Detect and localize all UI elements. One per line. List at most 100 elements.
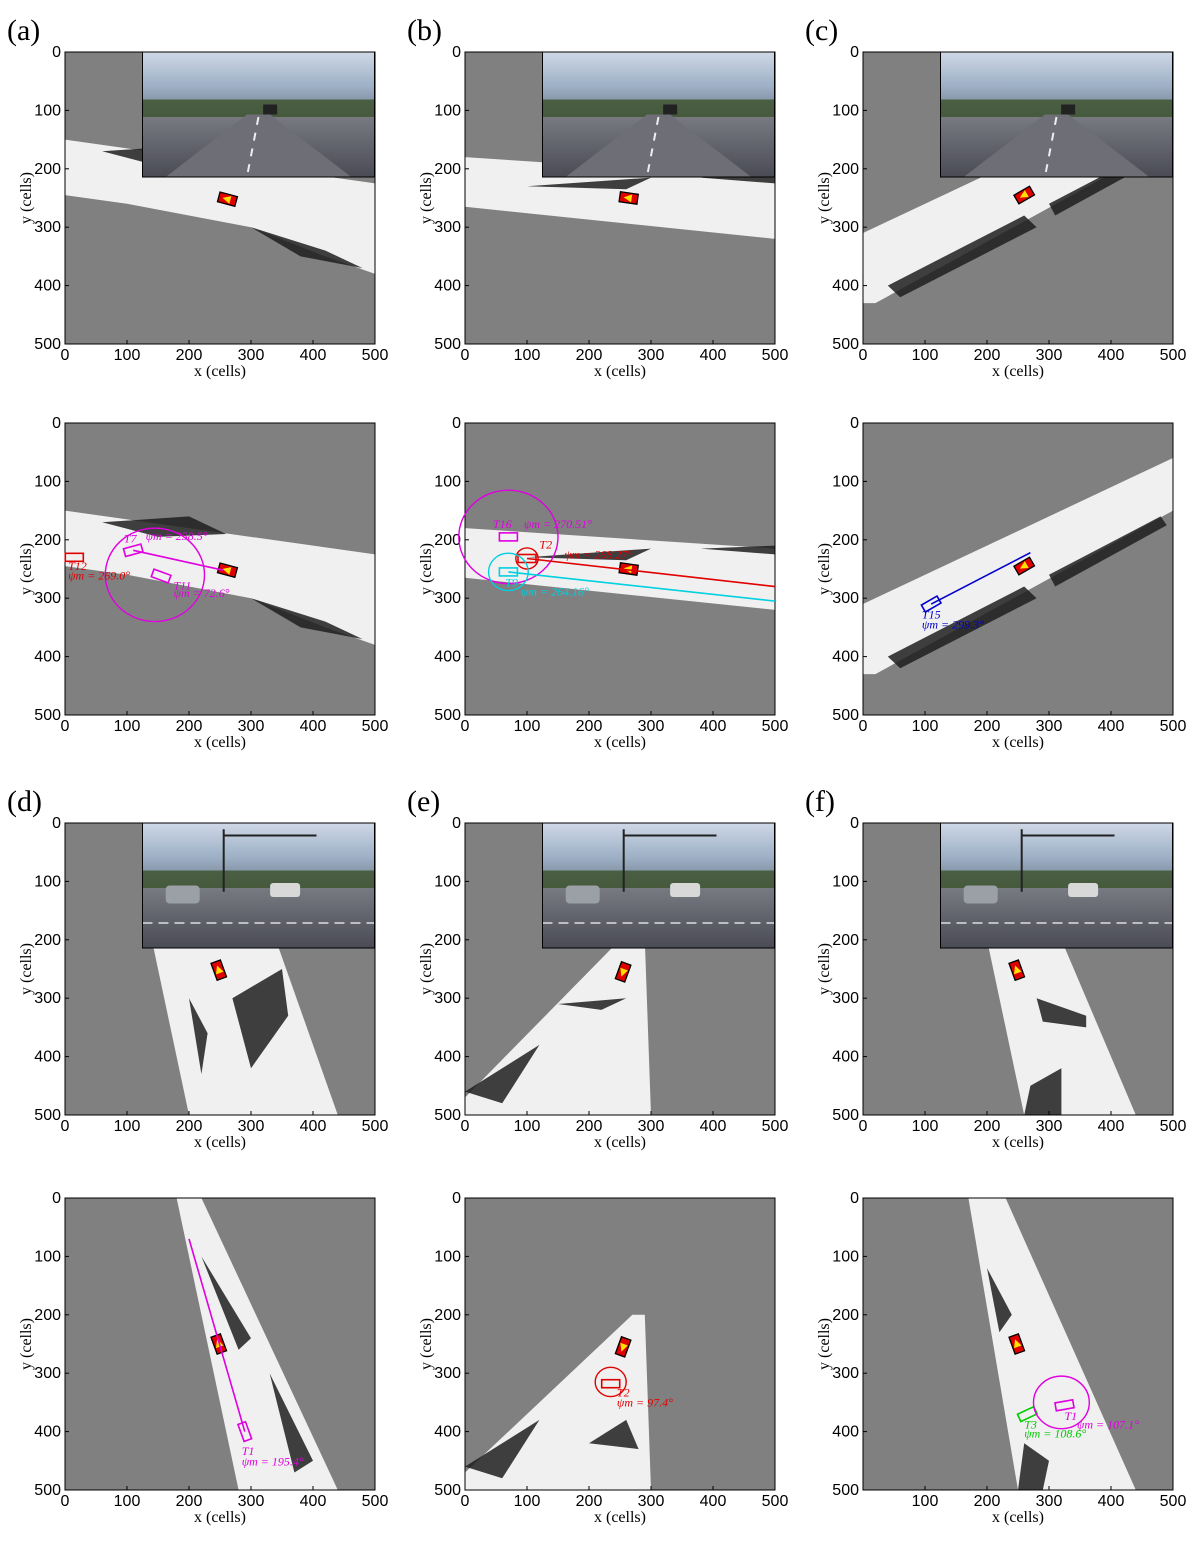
- y-axis-label: y (cells): [418, 172, 435, 224]
- uncertainty-circle: [594, 1366, 627, 1398]
- ego-vehicle: [1008, 959, 1026, 982]
- x-tick-label: 300: [638, 347, 665, 364]
- y-tick-label: 400: [434, 1424, 461, 1441]
- track-box-outline: [122, 543, 144, 558]
- x-tick-label: 200: [176, 1493, 203, 1510]
- x-tick-label: 400: [700, 347, 727, 364]
- track-id: T7: [124, 532, 138, 546]
- track-box-outline: [1054, 1398, 1075, 1412]
- x-tick-label: 200: [974, 718, 1001, 735]
- y-tick-label: 300: [34, 1365, 61, 1382]
- x-tick-label: 200: [576, 1118, 603, 1135]
- y-tick-label: 300: [832, 1365, 859, 1382]
- track-box-outline: [498, 567, 519, 577]
- track-t16: T16 ψm = 270.51°: [458, 489, 592, 585]
- panel-label-c: (c): [805, 14, 838, 47]
- camera-lane-marking: [245, 116, 260, 178]
- y-tick-label: 500: [34, 1482, 61, 1499]
- x-axis-label: x (cells): [992, 734, 1044, 751]
- plot-frame: [862, 1197, 1174, 1491]
- y-tick-label: 400: [434, 278, 461, 295]
- y-axis-label: y (cells): [816, 943, 833, 995]
- y-tick-label: 400: [34, 1049, 61, 1066]
- x-tick-label: 100: [912, 347, 939, 364]
- plot-frame: [464, 1197, 776, 1491]
- x-tick-label: 0: [61, 718, 70, 735]
- x-tick-label: 500: [762, 1493, 789, 1510]
- x-tick-label: 400: [700, 718, 727, 735]
- heading-label: ψm = 264.16°: [521, 584, 589, 598]
- track-id: T1: [242, 1444, 255, 1458]
- y-tick-label: 400: [34, 649, 61, 666]
- x-axis-label: x (cells): [194, 1134, 246, 1151]
- ego-vehicle: [614, 1335, 632, 1358]
- y-tick-label: 200: [34, 932, 61, 949]
- track-id: T9: [505, 576, 518, 590]
- x-tick-label: 400: [1098, 1493, 1125, 1510]
- camera-trees: [142, 870, 375, 888]
- x-axis-label: x (cells): [594, 734, 646, 751]
- camera-frame: [142, 822, 375, 949]
- camera-lane-marking: [645, 116, 660, 178]
- camera-trees: [940, 99, 1173, 117]
- y-tick-label: 0: [452, 415, 461, 432]
- track-box-outline: [517, 553, 537, 564]
- x-tick-label: 100: [114, 347, 141, 364]
- y-tick-label: 0: [850, 815, 859, 832]
- x-tick-label: 400: [300, 1493, 327, 1510]
- ego-arrow: [216, 965, 224, 975]
- ego-vehicle: [614, 960, 632, 983]
- x-tick-label: 200: [176, 347, 203, 364]
- camera-car: [1061, 104, 1076, 115]
- y-axis-label: y (cells): [18, 943, 35, 995]
- x-tick-label: 400: [1098, 347, 1125, 364]
- x-tick-label: 0: [461, 347, 470, 364]
- x-tick-label: 300: [1036, 347, 1063, 364]
- x-tick-label: 400: [300, 718, 327, 735]
- y-tick-label: 0: [52, 815, 61, 832]
- y-tick-label: 200: [434, 532, 461, 549]
- x-tick-label: 0: [61, 1493, 70, 1510]
- y-tick-label: 300: [832, 590, 859, 607]
- occupied-streak: [887, 586, 1037, 669]
- occupied-streak: [189, 998, 208, 1075]
- camera-inset-e: [542, 822, 775, 949]
- y-tick-label: 400: [832, 1424, 859, 1441]
- camera-trees: [940, 870, 1173, 888]
- y-tick-label: 500: [434, 707, 461, 724]
- camera-lane: [565, 114, 752, 177]
- camera-frame: [142, 51, 375, 178]
- camera-frame: [542, 51, 775, 178]
- y-tick-label: 100: [34, 473, 61, 490]
- x-tick-label: 0: [461, 1118, 470, 1135]
- x-axis-label: x (cells): [594, 1134, 646, 1151]
- predicted-path: [526, 557, 776, 588]
- y-tick-label: 500: [832, 336, 859, 353]
- track-id: T16: [493, 517, 512, 531]
- y-tick-label: 400: [832, 278, 859, 295]
- x-tick-label: 400: [1098, 1118, 1125, 1135]
- uncertainty-circle: [458, 489, 559, 585]
- y-tick-label: 300: [832, 219, 859, 236]
- map-bottom-c: 0 0 100 100 200 200 300 300 400 400 500 500 x (cells…: [816, 415, 1186, 751]
- camera-car: [565, 885, 600, 904]
- y-tick-label: 0: [850, 44, 859, 61]
- x-tick-label: 500: [1160, 347, 1187, 364]
- uncertainty-circle: [1032, 1375, 1090, 1430]
- x-axis-label: x (cells): [194, 734, 246, 751]
- occupied-streak: [232, 969, 289, 1069]
- x-tick-label: 500: [762, 347, 789, 364]
- y-tick-label: 500: [832, 707, 859, 724]
- x-tick-label: 300: [238, 1493, 265, 1510]
- camera-frame: [940, 822, 1173, 949]
- y-tick-label: 300: [434, 219, 461, 236]
- track-id: T2: [617, 1386, 630, 1400]
- y-tick-label: 500: [434, 1107, 461, 1124]
- y-tick-label: 0: [452, 44, 461, 61]
- x-tick-label: 200: [176, 1118, 203, 1135]
- ego-arrow: [1019, 561, 1029, 569]
- track-id: T12: [68, 559, 87, 573]
- x-tick-label: 0: [61, 1118, 70, 1135]
- heading-label: ψm = 270.51°: [524, 517, 592, 531]
